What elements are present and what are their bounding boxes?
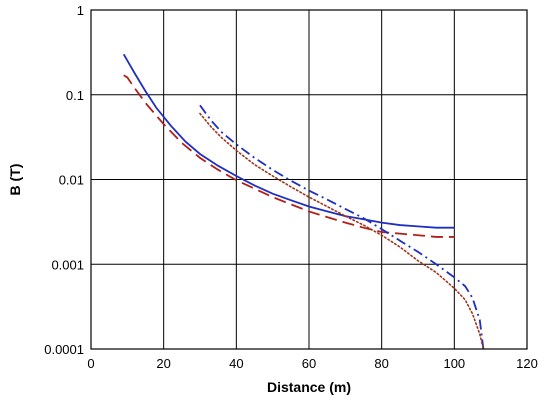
series-line-dotted xyxy=(199,112,485,350)
x-tick-label: 20 xyxy=(156,356,170,371)
x-tick-label: 0 xyxy=(87,356,94,371)
series-line-dashdot xyxy=(199,104,485,350)
x-axis-title: Distance (m) xyxy=(267,379,351,395)
y-tick-label: 1 xyxy=(77,3,84,18)
x-tick-label: 40 xyxy=(229,356,243,371)
plot-area-border xyxy=(90,9,528,350)
x-tick-label: 120 xyxy=(516,356,538,371)
series-lines xyxy=(122,53,485,350)
y-axis-title: B (T) xyxy=(7,164,23,196)
series-line-dashed xyxy=(123,74,455,238)
y-tick-label: 0.001 xyxy=(51,257,84,272)
series-line-solid xyxy=(122,53,455,229)
x-tick-label: 100 xyxy=(443,356,465,371)
x-tick-label: 80 xyxy=(374,356,388,371)
x-tick-label: 60 xyxy=(302,356,316,371)
y-tick-label: 0.0001 xyxy=(44,342,84,357)
y-tick-label: 0.1 xyxy=(66,88,84,103)
y-tick-label: 0.01 xyxy=(59,173,84,188)
tick-labels: 0 20 40 60 80 100 120 0.0001 0.001 0.01 0.1 1 xyxy=(44,3,538,371)
